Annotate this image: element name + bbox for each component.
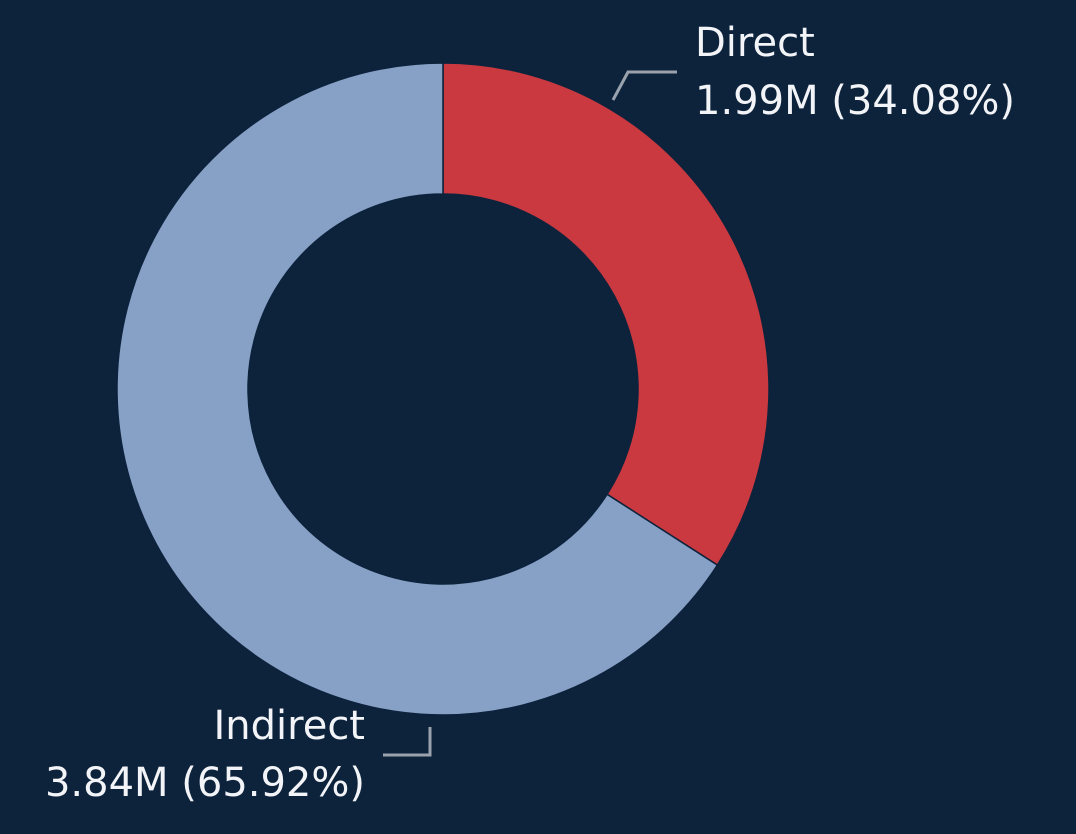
leader-line	[383, 727, 432, 757]
value-label: 1.99M (34.08%)	[695, 78, 1015, 124]
leader-line	[611, 70, 677, 101]
value-label: 3.84M (65.92%)	[45, 760, 365, 806]
donut-slice	[116, 62, 719, 716]
donut-slice	[442, 62, 770, 567]
slice-label: Indirect	[213, 703, 365, 749]
slice-label: Direct	[695, 20, 815, 66]
